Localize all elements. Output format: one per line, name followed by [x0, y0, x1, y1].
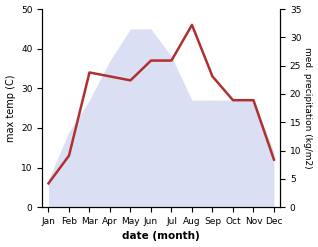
- X-axis label: date (month): date (month): [122, 231, 200, 242]
- Y-axis label: max temp (C): max temp (C): [5, 74, 16, 142]
- Y-axis label: med. precipitation (kg/m2): med. precipitation (kg/m2): [303, 47, 313, 169]
